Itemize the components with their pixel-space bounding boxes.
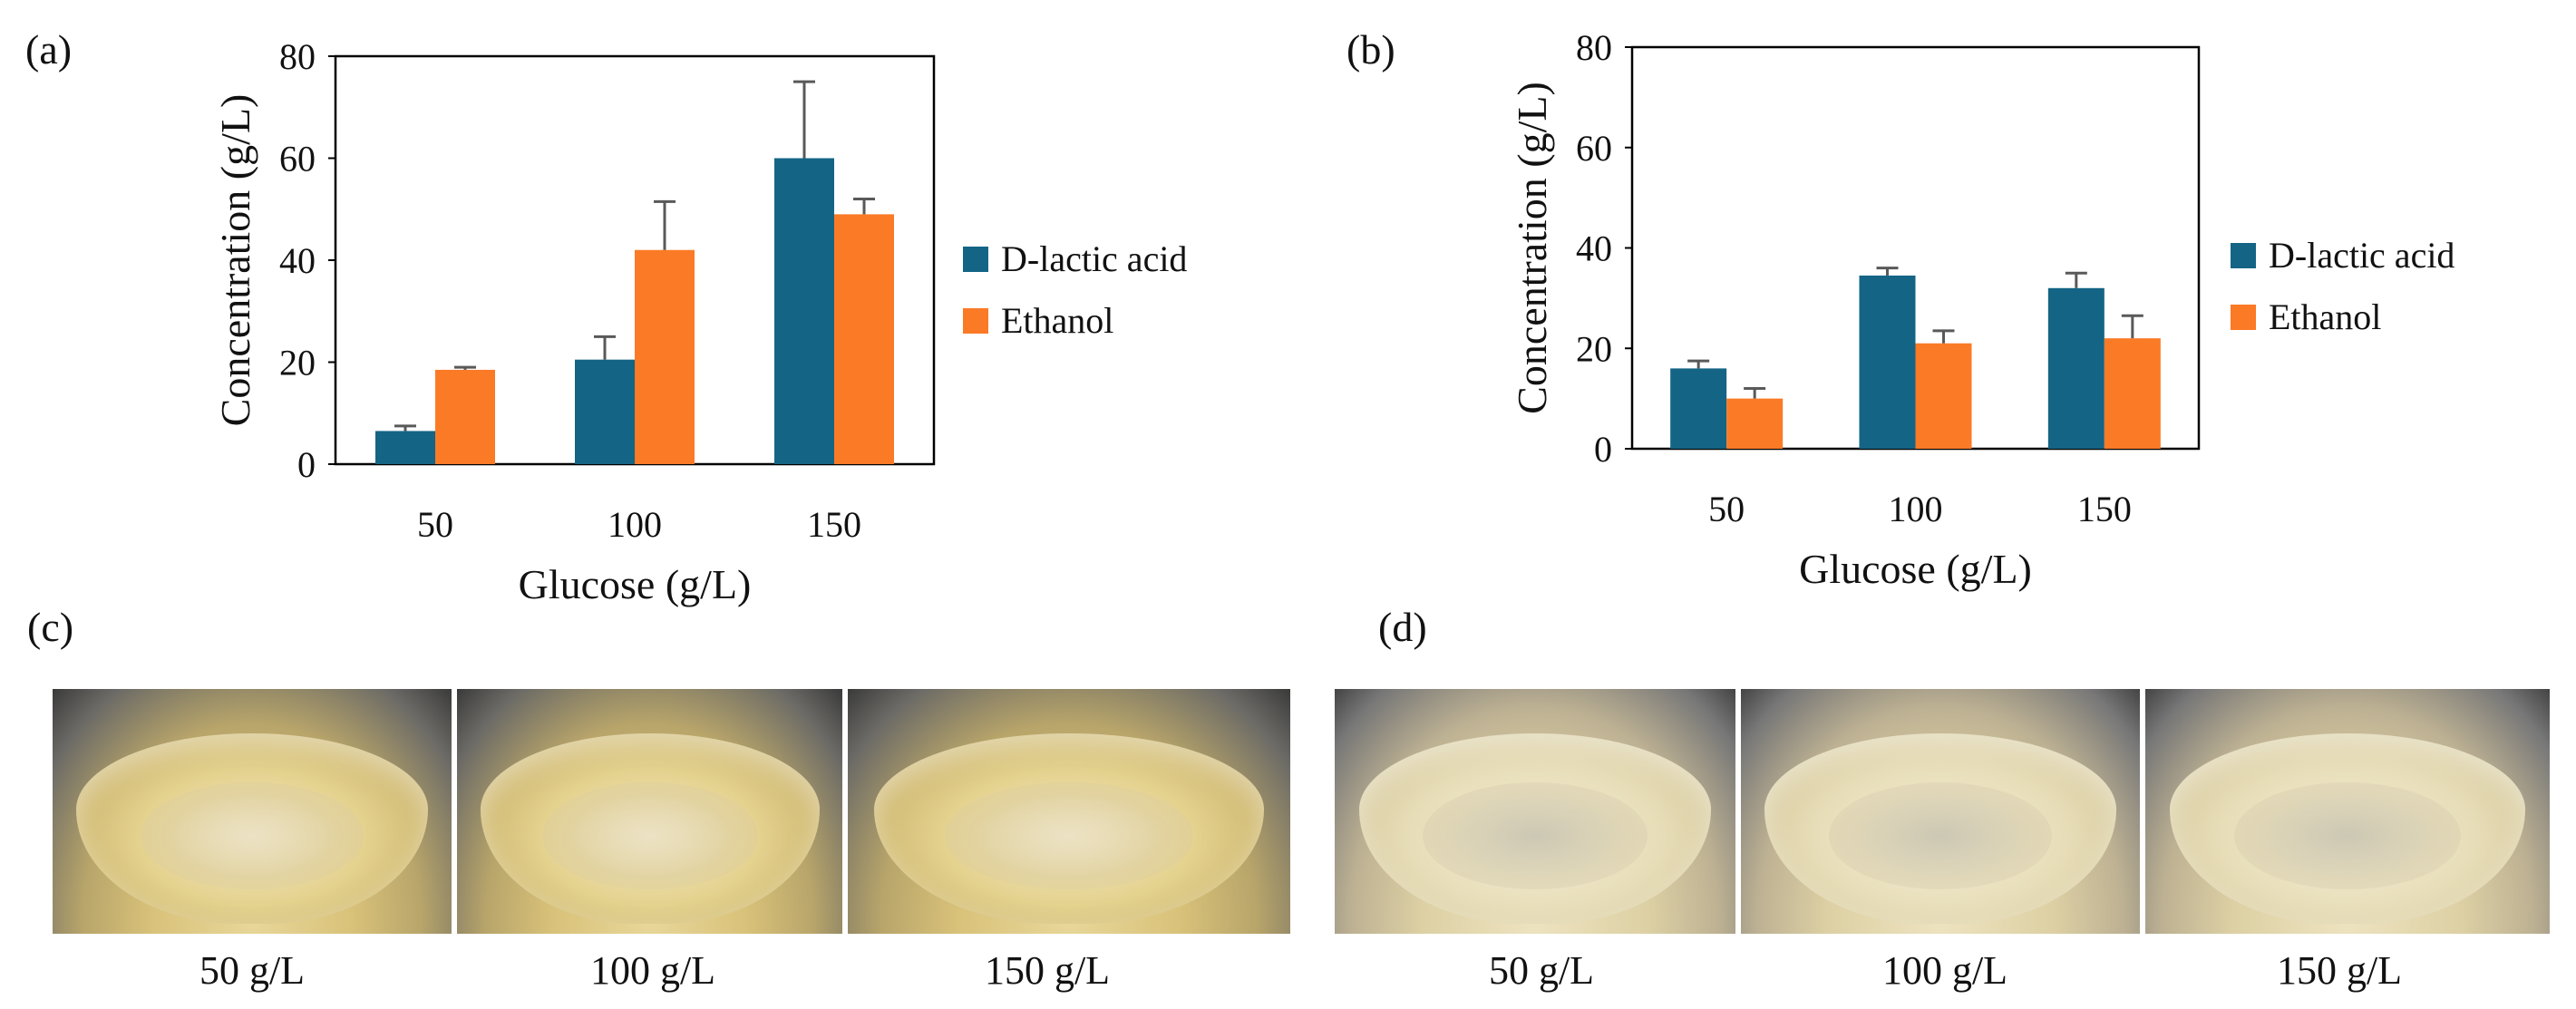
photo-strip-d (1335, 689, 2550, 934)
photo-caption-c-150: 150 g/L (984, 948, 1111, 993)
legend-swatch-d-lactic (2231, 243, 2256, 268)
x-tick-label: 50 (1708, 489, 1745, 529)
legend-label-ethanol: Ethanol (1001, 300, 1113, 341)
x-axis-label: Glucose (g/L) (519, 561, 752, 607)
bar-ethanol-100 (1915, 343, 1972, 449)
legend-label-ethanol: Ethanol (2269, 296, 2381, 337)
y-tick-label: 0 (297, 444, 316, 485)
photo-caption-c-100: 100 g/L (589, 948, 716, 993)
y-tick-label: 20 (1576, 328, 1612, 369)
panel-label-d: (d) (1378, 604, 1427, 650)
x-tick-label: 100 (1889, 489, 1943, 529)
x-tick-label: 100 (608, 504, 662, 545)
legend-label-d-lactic: D-lactic acid (1001, 238, 1187, 279)
flask-photo-c-150 (848, 689, 1290, 934)
bar-ethanol-150 (834, 214, 894, 464)
panel-label-a: (a) (25, 26, 73, 73)
legend-swatch-d-lactic (963, 247, 988, 272)
photo-caption-d-100: 100 g/L (1881, 948, 2008, 993)
legend-swatch-ethanol (2231, 305, 2256, 330)
bar-d-lactic-50 (1670, 368, 1727, 449)
y-tick-label: 60 (279, 139, 316, 179)
y-tick-label: 80 (1576, 27, 1612, 68)
flask-photo-c-50 (53, 689, 452, 934)
bar-chart-a: 0 20 40 60 80 50 100 150 Glucose (g/L) Concentrat… (212, 36, 1187, 607)
flask-photo-c-100 (457, 689, 842, 934)
flask-photo-d-150 (2145, 689, 2550, 934)
y-axis-label: Concentration (g/L) (1509, 82, 1555, 414)
flask-photo-d-100 (1741, 689, 2140, 934)
x-tick-label: 50 (417, 504, 453, 545)
bar-ethanol-100 (635, 249, 695, 464)
y-tick-label: 40 (279, 240, 316, 281)
bar-d-lactic-50 (375, 431, 435, 464)
legend-swatch-ethanol (963, 308, 988, 334)
photo-caption-c-50: 50 g/L (199, 948, 306, 993)
y-tick-label: 80 (279, 36, 316, 77)
photo-strip-c (53, 689, 1290, 934)
legend-label-d-lactic: D-lactic acid (2269, 235, 2454, 276)
panel-label-b: (b) (1346, 26, 1395, 73)
photo-caption-d-50: 50 g/L (1488, 948, 1595, 993)
bar-ethanol-150 (2104, 338, 2161, 449)
photo-caption-d-150: 150 g/L (2276, 948, 2403, 993)
bar-d-lactic-150 (2047, 287, 2105, 449)
bar-chart-b: 0 20 40 60 80 50 100 150 Glucose (g/L) Concentrat… (1509, 27, 2454, 592)
panel-label-c: (c) (27, 604, 74, 650)
y-tick-label: 20 (279, 343, 316, 383)
bar-d-lactic-100 (1859, 275, 1916, 449)
flask-photo-d-50 (1335, 689, 1735, 934)
y-tick-label: 40 (1576, 228, 1612, 269)
y-tick-label: 0 (1594, 429, 1612, 470)
bar-ethanol-50 (435, 369, 495, 464)
bar-ethanol-50 (1726, 398, 1784, 449)
x-tick-label: 150 (807, 504, 861, 545)
x-tick-label: 150 (2077, 489, 2132, 529)
x-axis-label: Glucose (g/L) (1799, 546, 2032, 592)
y-tick-label: 60 (1576, 128, 1612, 169)
bar-d-lactic-150 (774, 158, 834, 464)
y-axis-label: Concentration (g/L) (212, 94, 258, 427)
bar-d-lactic-100 (575, 359, 635, 464)
